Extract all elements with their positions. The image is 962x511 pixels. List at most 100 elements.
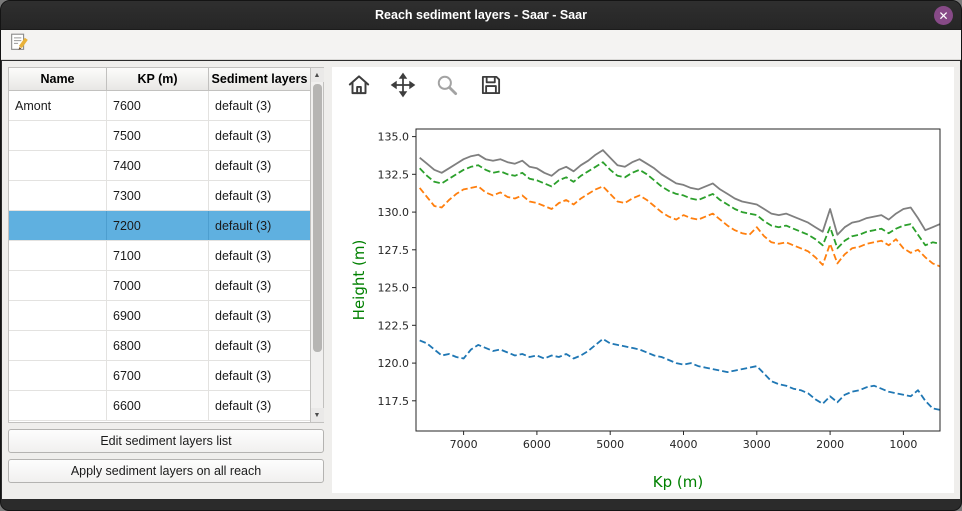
column-header-name[interactable]: Name — [9, 68, 107, 90]
table-row[interactable]: 6900 default (3) — [9, 301, 310, 331]
table-row[interactable]: 7500 default (3) — [9, 121, 310, 151]
scrollbar-down-arrow-icon[interactable]: ▼ — [310, 408, 324, 422]
main-content: Name KP (m) Sediment layers Amont 7600 def… — [2, 61, 960, 499]
table-row[interactable]: 6600 default (3) — [9, 391, 310, 421]
edit-document-pencil-icon — [8, 31, 30, 58]
cell-name[interactable] — [9, 181, 107, 210]
table-row[interactable]: 7200 default (3) — [9, 211, 310, 241]
figure-panel: 7000 6000 5000 4000 3000 2000 1000 135.0 132.5 13… — [332, 67, 954, 493]
cell-kp[interactable]: 7500 — [107, 121, 209, 150]
window-title: Reach sediment layers - Saar - Saar — [375, 8, 587, 22]
cell-layers[interactable]: default (3) — [215, 98, 272, 113]
y-axis-label: Height (m) — [350, 240, 368, 321]
plot-background — [416, 129, 940, 431]
cell-layers[interactable]: default (3) — [215, 128, 272, 143]
x-tick-label: 1000 — [889, 438, 917, 451]
axes-frame — [415, 128, 941, 432]
y-tick-label: 120.0 — [378, 357, 410, 370]
series-bottom-level — [419, 337, 941, 411]
cell-name[interactable] — [9, 151, 107, 180]
scrollbar-thumb[interactable] — [312, 84, 322, 352]
cell-kp[interactable]: 7600 — [107, 91, 209, 120]
cell-kp[interactable]: 7300 — [107, 181, 209, 210]
chart-canvas[interactable]: 7000 6000 5000 4000 3000 2000 1000 135.0 132.5 13… — [332, 107, 954, 493]
cell-name[interactable] — [9, 361, 107, 390]
table-row[interactable]: 7400 default (3) — [9, 151, 310, 181]
cell-kp[interactable]: 6700 — [107, 361, 209, 390]
cell-layers[interactable]: default (3) — [215, 338, 272, 353]
x-tick-label: 2000 — [816, 438, 844, 451]
y-tick-label: 135.0 — [378, 131, 410, 144]
cell-kp[interactable]: 6900 — [107, 301, 209, 330]
cell-layers[interactable]: default (3) — [215, 278, 272, 293]
cell-name[interactable]: Amont — [9, 91, 107, 120]
cell-name[interactable] — [9, 271, 107, 300]
x-tick-label: 5000 — [596, 438, 624, 451]
cell-layers[interactable]: default (3) — [215, 308, 272, 323]
app-toolbar — [1, 30, 961, 60]
series-layer-1 — [419, 161, 941, 250]
table-row[interactable]: 7000 default (3) — [9, 271, 310, 301]
pan-button[interactable] — [388, 72, 418, 102]
cell-kp[interactable]: 7100 — [107, 241, 209, 270]
cell-layers[interactable]: default (3) — [215, 158, 272, 173]
close-icon: ✕ — [938, 8, 949, 23]
kp-sediment-table: Name KP (m) Sediment layers Amont 7600 def… — [8, 67, 324, 423]
cell-kp[interactable]: 7200 — [107, 211, 209, 240]
save-floppy-icon — [478, 72, 504, 103]
table-header: Name KP (m) Sediment layers — [9, 68, 310, 91]
zoom-button[interactable] — [432, 72, 462, 102]
series-layer-2 — [418, 185, 941, 268]
cell-layers[interactable]: default (3) — [215, 398, 272, 413]
cell-layers[interactable]: default (3) — [215, 218, 272, 233]
cell-layers[interactable]: default (3) — [215, 188, 272, 203]
column-header-kp[interactable]: KP (m) — [107, 68, 209, 90]
y-tick-label: 122.5 — [378, 319, 410, 332]
table-body: Amont 7600 default (3) 7500 default (3) 7400 d… — [9, 91, 310, 421]
cell-kp[interactable]: 6800 — [107, 331, 209, 360]
table-row[interactable]: Amont 7600 default (3) — [9, 91, 310, 121]
window-titlebar: Reach sediment layers - Saar - Saar ✕ — [1, 1, 961, 30]
cell-name[interactable] — [9, 301, 107, 330]
x-tick-label: 7000 — [450, 438, 478, 451]
cell-name[interactable] — [9, 241, 107, 270]
y-tick-label: 127.5 — [378, 244, 410, 257]
x-tick-label: 6000 — [523, 438, 551, 451]
apply-sediment-layers-button[interactable]: Apply sediment layers on all reach — [8, 459, 324, 483]
table-row[interactable]: 6700 default (3) — [9, 361, 310, 391]
figure-area: 7000 6000 5000 4000 3000 2000 1000 135.0 132.5 13… — [332, 107, 954, 493]
cell-kp[interactable]: 7000 — [107, 271, 209, 300]
cell-kp[interactable]: 7400 — [107, 151, 209, 180]
save-button[interactable] — [476, 72, 506, 102]
y-tick-label: 132.5 — [378, 168, 410, 181]
cell-name[interactable] — [9, 331, 107, 360]
edit-sediment-layers-list-button[interactable]: Edit sediment layers list — [8, 429, 324, 453]
cell-kp[interactable]: 6600 — [107, 391, 209, 420]
y-tick-label: 130.0 — [378, 206, 410, 219]
cell-name[interactable] — [9, 391, 107, 420]
cell-layers[interactable]: default (3) — [215, 368, 272, 383]
cell-layers[interactable]: default (3) — [215, 248, 272, 263]
table-row[interactable]: 7300 default (3) — [9, 181, 310, 211]
table-row[interactable]: 6800 default (3) — [9, 331, 310, 361]
edit-sediment-layers-toolbar-button[interactable] — [6, 32, 32, 58]
cell-name[interactable] — [9, 211, 107, 240]
table-main: Name KP (m) Sediment layers Amont 7600 def… — [9, 68, 310, 422]
table-scrollbar[interactable]: ▲ ▼ — [310, 68, 324, 422]
sediment-layers-panel: Name KP (m) Sediment layers Amont 7600 def… — [8, 67, 324, 493]
scrollbar-up-arrow-icon[interactable]: ▲ — [310, 68, 324, 82]
table-row[interactable]: 7100 default (3) — [9, 241, 310, 271]
zoom-magnifier-icon — [434, 72, 460, 103]
home-icon — [346, 72, 372, 103]
y-tick-label: 125.0 — [378, 282, 410, 295]
column-header-sediment-layers[interactable]: Sediment layers — [211, 72, 308, 86]
matplotlib-toolbar — [332, 67, 954, 107]
series-top-level — [419, 149, 941, 236]
y-tick-label: 117.5 — [378, 395, 410, 408]
x-tick-label: 4000 — [670, 438, 698, 451]
x-axis-label: Kp (m) — [653, 473, 703, 491]
cell-name[interactable] — [9, 121, 107, 150]
home-button[interactable] — [344, 72, 374, 102]
window-close-button[interactable]: ✕ — [934, 6, 953, 25]
